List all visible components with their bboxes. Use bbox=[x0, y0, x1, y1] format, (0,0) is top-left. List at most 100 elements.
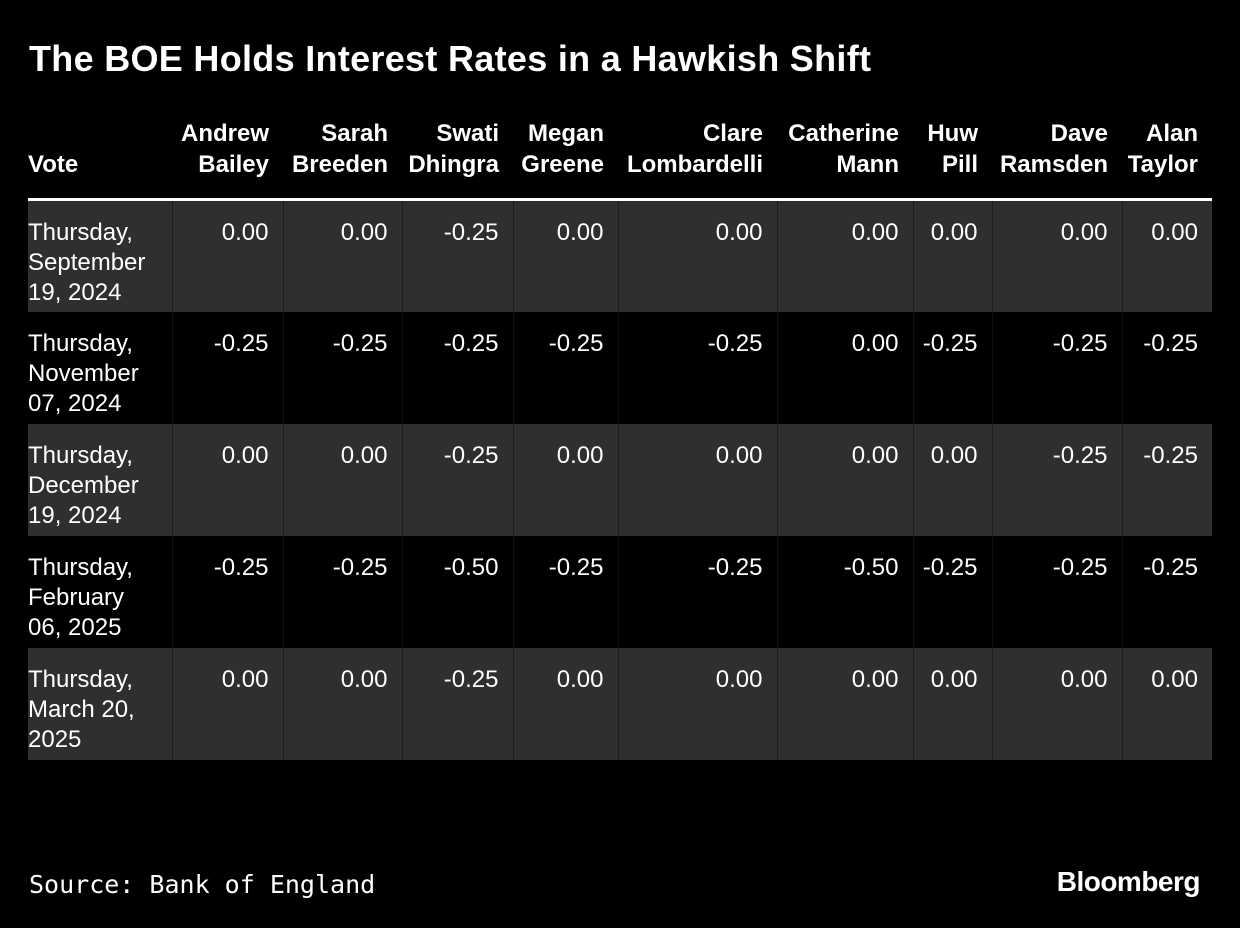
vote-cell: -0.25 bbox=[912, 311, 992, 424]
row-date: Thursday, November 07, 2024 bbox=[28, 311, 172, 424]
column-header-first: Catherine bbox=[788, 120, 899, 147]
date-line: Thursday, bbox=[28, 441, 133, 469]
vote-cell: 0.00 bbox=[912, 647, 992, 760]
date-line: 2025 bbox=[28, 725, 82, 753]
vote-cell: -0.25 bbox=[912, 535, 992, 648]
date-line: 06, 2025 bbox=[28, 613, 122, 641]
column-header: Catherine Mann bbox=[777, 112, 913, 201]
vote-cell: -0.25 bbox=[512, 311, 618, 424]
source-note: Source: Bank of England bbox=[29, 870, 376, 899]
table-row: Thursday, December 19, 2024 0.00 0.00 -0.2… bbox=[28, 423, 1212, 536]
column-header-vote: Vote bbox=[28, 112, 172, 201]
row-date: Thursday, February 06, 2025 bbox=[28, 535, 172, 648]
vote-table: Vote Andrew Bailey Sarah Breeden Swati Dhin… bbox=[28, 112, 1212, 760]
column-header: Alan Taylor bbox=[1122, 112, 1212, 201]
date-line: November bbox=[28, 359, 139, 387]
vote-cell: -0.25 bbox=[171, 311, 283, 424]
vote-cell: 0.00 bbox=[1121, 199, 1212, 312]
date-line: Thursday, bbox=[28, 329, 133, 357]
date-line: Thursday, bbox=[28, 219, 133, 246]
vote-cell: -0.25 bbox=[282, 535, 402, 648]
column-header: Sarah Breeden bbox=[283, 112, 402, 201]
column-header-last: Ramsden bbox=[999, 151, 1108, 178]
vote-cell: -0.25 bbox=[991, 311, 1122, 424]
vote-cell: 0.00 bbox=[776, 423, 913, 536]
vote-cell: -0.50 bbox=[776, 535, 913, 648]
date-line: December bbox=[28, 471, 139, 499]
vote-cell: -0.25 bbox=[991, 535, 1122, 648]
column-header-last: Greene bbox=[521, 151, 604, 178]
vote-cell: 0.00 bbox=[1121, 647, 1212, 760]
vote-cell: 0.00 bbox=[617, 647, 777, 760]
table-row: Thursday, September 19, 2024 0.00 0.00 -0.… bbox=[28, 199, 1212, 312]
column-header-first: Huw bbox=[927, 120, 978, 147]
date-line: March 20, bbox=[28, 695, 135, 723]
bloomberg-logo: Bloomberg bbox=[1056, 866, 1201, 897]
column-header-last: Taylor bbox=[1127, 151, 1198, 178]
vote-cell: 0.00 bbox=[171, 423, 283, 536]
date-line: September bbox=[28, 249, 146, 276]
column-header-first: Sarah bbox=[321, 120, 388, 147]
vote-cell: 0.00 bbox=[912, 199, 992, 312]
column-header-last: Lombardelli bbox=[626, 151, 763, 178]
column-header-first: Alan bbox=[1145, 120, 1198, 147]
column-header-first: Andrew bbox=[180, 120, 269, 147]
vote-cell: 0.00 bbox=[512, 647, 618, 760]
vote-cell: 0.00 bbox=[991, 199, 1122, 312]
column-header: Huw Pill bbox=[913, 112, 992, 201]
vote-cell: -0.25 bbox=[401, 311, 513, 424]
vote-cell: 0.00 bbox=[512, 199, 618, 312]
column-header-first: Dave bbox=[1050, 120, 1108, 147]
column-header-first: Swati bbox=[436, 120, 499, 147]
vote-cell: -0.25 bbox=[401, 647, 513, 760]
row-date: Thursday, March 20, 2025 bbox=[28, 647, 172, 760]
date-line: 19, 2024 bbox=[28, 501, 122, 529]
vote-cell: 0.00 bbox=[617, 199, 777, 312]
row-date: Thursday, September 19, 2024 bbox=[28, 199, 172, 312]
vote-cell: -0.25 bbox=[1121, 535, 1212, 648]
date-line: 07, 2024 bbox=[28, 389, 122, 417]
vote-cell: 0.00 bbox=[776, 647, 913, 760]
vote-cell: 0.00 bbox=[776, 311, 913, 424]
table-row: Thursday, February 06, 2025 -0.25 -0.25 -0… bbox=[28, 535, 1212, 648]
vote-cell: -0.25 bbox=[617, 311, 777, 424]
vote-cell: 0.00 bbox=[991, 647, 1122, 760]
column-header-last: Mann bbox=[836, 151, 899, 178]
vote-cell: 0.00 bbox=[512, 423, 618, 536]
header-row: Vote Andrew Bailey Sarah Breeden Swati Dhin… bbox=[28, 112, 1212, 201]
vote-cell: 0.00 bbox=[282, 423, 402, 536]
vote-cell: -0.25 bbox=[617, 535, 777, 648]
date-line: February bbox=[28, 583, 125, 611]
row-date: Thursday, December 19, 2024 bbox=[28, 423, 172, 536]
column-header: Megan Greene bbox=[513, 112, 618, 201]
table-row: Thursday, November 07, 2024 -0.25 -0.25 -0… bbox=[28, 311, 1212, 424]
column-header-last: Breeden bbox=[291, 151, 388, 178]
vote-cell: -0.25 bbox=[1121, 423, 1212, 536]
table-row: Thursday, March 20, 2025 0.00 0.00 -0.25 0… bbox=[28, 647, 1212, 760]
column-header-last: Bailey bbox=[198, 151, 269, 178]
date-line: 19, 2024 bbox=[28, 279, 122, 306]
vote-cell: 0.00 bbox=[912, 423, 992, 536]
vote-cell: -0.25 bbox=[991, 423, 1122, 536]
vote-cell: -0.25 bbox=[171, 535, 283, 648]
vote-cell: -0.25 bbox=[401, 199, 513, 312]
vote-cell: 0.00 bbox=[171, 647, 283, 760]
vote-cell: -0.25 bbox=[282, 311, 402, 424]
column-header-first: Megan bbox=[527, 120, 604, 147]
column-header-first: Clare bbox=[702, 120, 763, 147]
column-header-last: Dhingra bbox=[408, 151, 499, 178]
column-header: Swati Dhingra bbox=[402, 112, 513, 201]
column-header: Andrew Bailey bbox=[172, 112, 283, 201]
vote-cell: 0.00 bbox=[282, 199, 402, 312]
vote-cell: -0.25 bbox=[512, 535, 618, 648]
vote-cell: -0.25 bbox=[1121, 311, 1212, 424]
vote-cell: 0.00 bbox=[171, 199, 283, 312]
vote-cell: 0.00 bbox=[776, 199, 913, 312]
date-line: Thursday, bbox=[28, 665, 133, 693]
vote-cell: -0.50 bbox=[401, 535, 513, 648]
date-line: Thursday, bbox=[28, 553, 133, 581]
chart-title: The BOE Holds Interest Rates in a Hawkis… bbox=[29, 38, 872, 79]
vote-cell: 0.00 bbox=[282, 647, 402, 760]
vote-cell: 0.00 bbox=[617, 423, 777, 536]
vote-cell: -0.25 bbox=[401, 423, 513, 536]
